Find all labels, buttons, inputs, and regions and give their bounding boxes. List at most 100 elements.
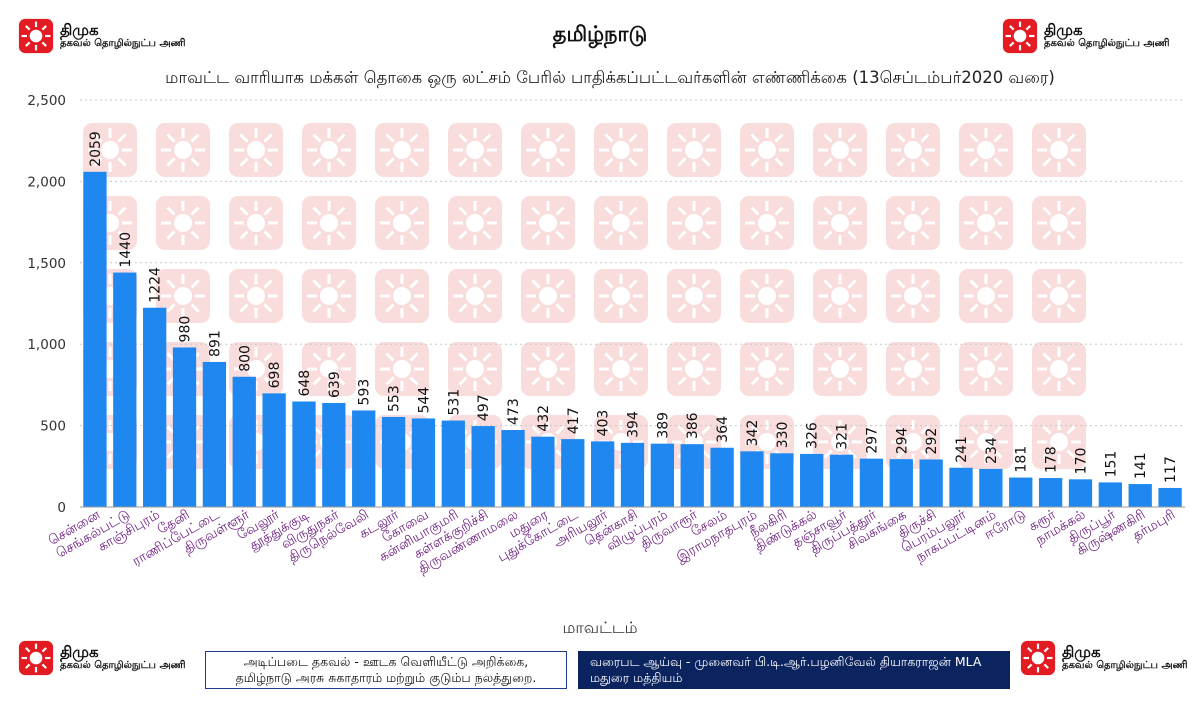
bar-value-label: 417: [566, 407, 582, 434]
page-title: தமிழ்நாடு: [552, 22, 648, 46]
bar: [650, 443, 675, 507]
watermark-logo-icon: [886, 196, 940, 250]
watermark-logo-icon: [813, 342, 867, 396]
bar: [83, 171, 107, 507]
watermark-logo-icon: [740, 269, 794, 323]
bar-value-label: 141: [1133, 452, 1149, 479]
watermark-logo-icon: [959, 415, 1013, 469]
logo-name: திமுக: [1044, 20, 1083, 39]
y-tick-label: 0: [57, 500, 66, 516]
bar: [1009, 477, 1033, 507]
bar-value-label: 321: [835, 423, 851, 450]
bar: [262, 393, 286, 507]
watermark-logo-icon: [375, 269, 429, 323]
bar-value-label: 294: [894, 427, 910, 454]
bar: [979, 468, 1003, 507]
bar: [889, 459, 913, 507]
watermark-logo-icon: [83, 123, 137, 177]
y-tick-label: 1,000: [27, 337, 66, 353]
bar-value-label: 1224: [148, 267, 164, 303]
watermark-logo-icon: [229, 269, 283, 323]
logo-name: திமுக: [60, 642, 99, 661]
bar: [770, 453, 794, 507]
watermark-logo-icon: [302, 269, 356, 323]
bar: [859, 458, 884, 507]
bar-value-label: 639: [327, 371, 343, 398]
bar: [919, 459, 943, 507]
bar-value-label: 342: [745, 420, 761, 447]
watermark-pattern: [83, 123, 1086, 469]
watermark-logo-icon: [302, 196, 356, 250]
watermark-logo-icon: [448, 196, 502, 250]
x-axis-title: மாவட்டம்: [562, 618, 638, 637]
bar: [1158, 487, 1182, 507]
bar: [1128, 484, 1152, 507]
watermark-logo-icon: [667, 123, 721, 177]
logo-tagline: தகவல் தொழில்நுட்ப அணி: [60, 37, 186, 49]
logo-bottom-left: திமுக தகவல் தொழில்நுட்ப அணி: [18, 640, 185, 676]
watermark-logo-icon: [959, 123, 1013, 177]
watermark-logo-icon: [886, 342, 940, 396]
watermark-logo-icon: [813, 123, 867, 177]
watermark-logo-icon: [813, 196, 867, 250]
dmk-sun-logo-icon: [18, 18, 54, 54]
watermark-logo-icon: [156, 196, 210, 250]
bar-value-label: 389: [655, 412, 671, 439]
bar: [680, 444, 704, 507]
bar: [441, 420, 465, 507]
bar: [471, 426, 495, 507]
logo-tagline: தகவல் தொழில்நுட்ப அணி: [1044, 37, 1170, 49]
bar: [710, 447, 734, 507]
logo-top-left: திமுக தகவல் தொழில்நுட்ப அணி: [18, 18, 185, 54]
chart-subtitle: மாவட்ட வாரியாக மக்கள் தொகை ஒரு லட்சம் பே…: [165, 68, 1055, 87]
bar-value-label: 648: [297, 370, 313, 397]
watermark-logo-icon: [302, 342, 356, 396]
bar: [740, 451, 764, 507]
watermark-logo-icon: [229, 123, 283, 177]
watermark-logo-icon: [156, 269, 210, 323]
bar-value-label: 234: [984, 437, 1000, 464]
watermark-logo-icon: [594, 269, 648, 323]
bar-value-label: 891: [207, 330, 223, 357]
y-tick-label: 500: [40, 419, 66, 435]
bar-value-label: 170: [1073, 448, 1089, 475]
bar-value-label: 330: [775, 422, 791, 449]
bar: [949, 467, 973, 507]
bar-value-label: 181: [1014, 446, 1030, 473]
watermark-logo-icon: [667, 196, 721, 250]
source-note: அடிப்படை தகவல் - ஊடக வெளியீட்டு அறிக்கை,…: [205, 651, 567, 689]
watermark-logo-icon: [594, 123, 648, 177]
watermark-logo-icon: [156, 123, 210, 177]
bar-value-label: 698: [267, 362, 283, 389]
bar: [620, 442, 645, 507]
y-tick-label: 2,500: [27, 93, 66, 109]
bar: [1098, 482, 1122, 507]
bar: [531, 436, 555, 507]
watermark-logo-icon: [667, 342, 721, 396]
logo-name: திமுக: [60, 20, 99, 39]
bar-value-label: 531: [446, 389, 462, 416]
credit-line-1: வரைபட ஆய்வு - முனைவர் பி.டி.ஆர்.பழனிவேல்…: [590, 654, 982, 669]
bar: [292, 401, 316, 507]
logo-name: திமுக: [1062, 642, 1101, 661]
bar-value-label: 151: [1103, 451, 1119, 478]
bar-value-label: 326: [805, 422, 821, 449]
watermark-logo-icon: [1032, 415, 1086, 469]
bar-value-label: 394: [626, 411, 642, 438]
watermark-logo-icon: [1032, 123, 1086, 177]
bar: [381, 416, 406, 507]
bar-value-label: 544: [416, 387, 432, 414]
watermark-logo-icon: [667, 269, 721, 323]
bar-value-label: 403: [596, 410, 612, 437]
bar: [800, 453, 824, 507]
bar: [1068, 479, 1093, 507]
bar: [561, 439, 585, 507]
watermark-logo-icon: [302, 123, 356, 177]
source-line-1: அடிப்படை தகவல் - ஊடக வெளியீட்டு அறிக்கை,: [243, 654, 529, 669]
logo-tagline: தகவல் தொழில்நுட்ப அணி: [1062, 659, 1188, 671]
watermark-logo-icon: [740, 123, 794, 177]
bar-value-label: 386: [685, 412, 701, 439]
watermark-logo-icon: [740, 342, 794, 396]
logo-tagline: தகவல் தொழில்நுட்ப அணி: [60, 659, 186, 671]
bar: [411, 418, 436, 507]
